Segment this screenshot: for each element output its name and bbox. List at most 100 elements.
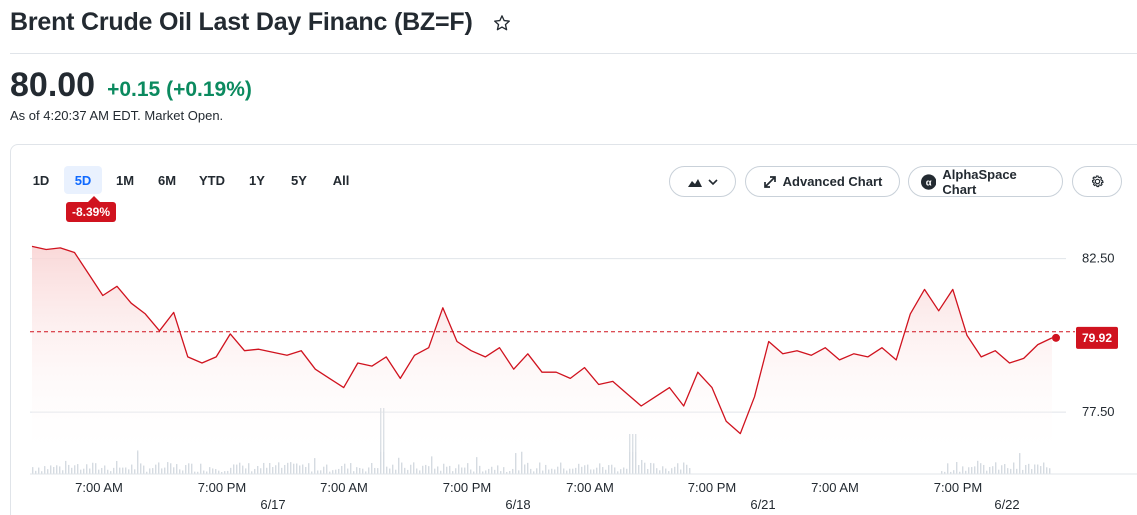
volume-bar (338, 468, 340, 474)
volume-bar (314, 458, 316, 474)
chart-settings-button[interactable] (1072, 166, 1122, 197)
volume-bar (578, 463, 580, 474)
volume-bar (389, 468, 391, 474)
range-5y[interactable]: 5Y (291, 172, 307, 188)
volume-bar (125, 467, 127, 474)
volume-bar (137, 450, 139, 474)
price-change-percent: (+0.19%) (166, 78, 252, 101)
volume-bar (656, 468, 658, 474)
volume-bar (197, 471, 199, 474)
volume-bar (149, 468, 151, 474)
volume-bar (689, 468, 691, 474)
volume-bar (998, 469, 1000, 474)
alphaspace-chart-button[interactable]: α AlphaSpace Chart (908, 166, 1063, 197)
quote-row: 80.00 +0.15 (+0.19%) (10, 66, 252, 105)
volume-bar (1043, 462, 1045, 474)
x-tick-label: 7:00 AM (75, 480, 123, 495)
volume-bar (68, 464, 70, 474)
volume-bar (608, 465, 610, 474)
volume-bar (1025, 464, 1027, 474)
x-date-label: 6/22 (994, 497, 1019, 512)
volume-bar (986, 470, 988, 474)
volume-bar (158, 462, 160, 474)
volume-bar (128, 469, 130, 474)
volume-bar (173, 467, 175, 474)
volume-bar (110, 471, 112, 474)
volume-bar (134, 469, 136, 474)
volume-bar (989, 466, 991, 474)
range-5d[interactable]: 5D (64, 166, 102, 194)
volume-bar (476, 457, 478, 474)
volume-bar (281, 467, 283, 474)
volume-bar (614, 467, 616, 474)
range-1y[interactable]: 1Y (249, 172, 265, 188)
x-tick-label: 7:00 PM (934, 480, 982, 495)
volume-bar (980, 463, 982, 474)
volume-bar (245, 468, 247, 474)
volume-bar (200, 463, 202, 474)
price-area (32, 246, 1052, 452)
volume-bar (332, 470, 334, 474)
volume-bar (227, 470, 229, 474)
volume-bar (86, 464, 88, 474)
volume-bar (686, 464, 688, 474)
volume-bar (623, 467, 625, 474)
volume-bar (101, 467, 103, 474)
volume-bar (533, 471, 535, 474)
volume-bar (359, 467, 361, 474)
volume-bar (449, 465, 451, 474)
volume-bar (671, 468, 673, 474)
alphaspace-chart-label: AlphaSpace Chart (942, 166, 1017, 197)
volume-bar (239, 462, 241, 474)
volume-bar (179, 469, 181, 474)
volume-bar (392, 464, 394, 474)
volume-bar (995, 462, 997, 474)
volume-bar (629, 434, 631, 474)
volume-bar (500, 471, 502, 474)
volume-bar (1004, 464, 1006, 474)
volume-bar (413, 462, 415, 474)
range-ytd[interactable]: YTD (199, 172, 225, 188)
volume-bar (590, 469, 592, 474)
volume-bar (551, 468, 553, 474)
volume-bar (320, 470, 322, 474)
volume-bar (41, 471, 43, 474)
range-1d[interactable]: 1D (32, 172, 50, 188)
volume-bar (554, 469, 556, 474)
volume-bar (368, 467, 370, 474)
volume-bar (455, 468, 457, 474)
volume-bar (599, 463, 601, 474)
price-change: +0.15 (+0.19%) (107, 78, 252, 102)
range-6m[interactable]: 6M (157, 172, 177, 188)
volume-bar (266, 467, 268, 474)
volume-bar (491, 466, 493, 474)
volume-bar (479, 465, 481, 474)
volume-bar (71, 467, 73, 474)
range-1m[interactable]: 1M (115, 172, 135, 188)
advanced-chart-button[interactable]: Advanced Chart (745, 166, 900, 197)
volume-bar (1016, 468, 1018, 474)
volume-bar (434, 468, 436, 474)
volume-bar (662, 466, 664, 474)
volume-bar (977, 460, 979, 474)
volume-bar (347, 468, 349, 474)
volume-bar (593, 469, 595, 474)
volume-bar (947, 463, 949, 474)
volume-bar (293, 463, 295, 474)
volume-bar (581, 466, 583, 474)
volume-bar (50, 465, 52, 474)
volume-bar (215, 469, 217, 474)
volume-bar (287, 462, 289, 474)
volume-bar (269, 463, 271, 474)
chart-type-button[interactable] (669, 166, 736, 197)
price-line (31, 245, 1053, 435)
volume-bar (659, 470, 661, 474)
volume-bar (539, 462, 541, 474)
star-icon[interactable] (491, 12, 513, 34)
range-all[interactable]: All (332, 172, 350, 188)
volume-bar (326, 464, 328, 474)
volume-bar (560, 462, 562, 474)
gear-icon (1091, 175, 1104, 188)
volume-bar (503, 467, 505, 474)
